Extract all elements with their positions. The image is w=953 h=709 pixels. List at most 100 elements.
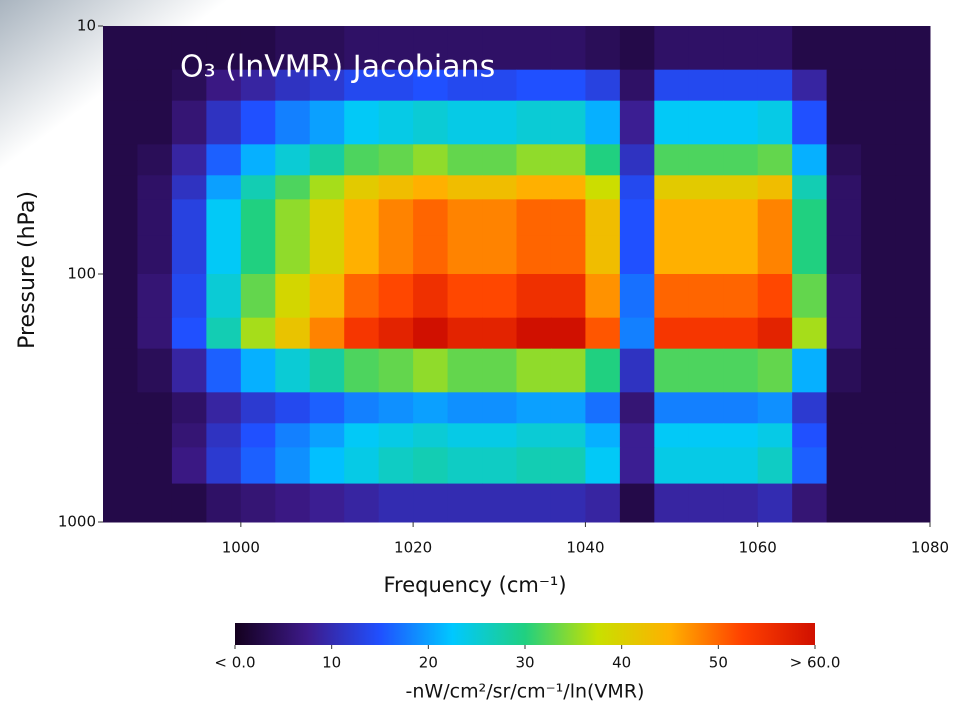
heatmap-cell — [654, 317, 690, 350]
heatmap-cell — [516, 26, 552, 71]
heatmap-cell — [723, 447, 759, 485]
heatmap-cell — [688, 175, 724, 200]
heatmap-cell — [619, 235, 655, 275]
heatmap-cell — [240, 69, 276, 102]
heatmap-cell — [482, 175, 517, 200]
heatmap-cell — [413, 483, 449, 523]
x-tick-label: 1060 — [739, 539, 777, 557]
heatmap-cell — [482, 483, 517, 523]
heatmap-cell — [516, 348, 552, 393]
heatmap-cell — [344, 348, 380, 393]
colorbar-label: -nW/cm²/sr/cm⁻¹/ln(VMR) — [406, 681, 645, 703]
x-tick-label: 1000 — [222, 539, 260, 557]
x-axis-label: Frequency (cm⁻¹) — [383, 573, 566, 597]
heatmap-cell — [309, 317, 345, 350]
heatmap-cell — [895, 392, 931, 424]
heatmap-cell — [688, 423, 724, 448]
heatmap-cell — [103, 423, 138, 448]
heatmap-cell — [861, 144, 897, 176]
heatmap-cell — [861, 392, 897, 424]
heatmap-cell — [757, 199, 793, 237]
heatmap-cell — [447, 423, 483, 448]
heatmap-cell — [757, 144, 793, 176]
heatmap-cell — [895, 348, 931, 393]
heatmap-cell — [482, 199, 517, 237]
heatmap-cell — [240, 483, 276, 523]
heatmap-cell — [585, 235, 621, 275]
heatmap-cell — [171, 100, 207, 145]
heatmap-cell — [309, 447, 345, 485]
heatmap-cell — [275, 235, 311, 275]
heatmap-cell — [550, 175, 586, 200]
heatmap-cell — [654, 423, 690, 448]
heatmap-cell — [378, 199, 414, 237]
heatmap-cell — [792, 447, 828, 485]
heatmap-cell — [137, 348, 173, 393]
heatmap-cell — [171, 26, 207, 71]
heatmap-cell — [103, 392, 138, 424]
heatmap-cell — [206, 423, 242, 448]
heatmap-cell — [240, 392, 276, 424]
heatmap-cell — [516, 199, 552, 237]
heatmap-cell — [792, 26, 828, 71]
heatmap-cell — [309, 423, 345, 448]
heatmap-cell — [378, 483, 414, 523]
heatmap-cell — [585, 348, 621, 393]
heatmap-cell — [309, 175, 345, 200]
heatmap-cell — [206, 317, 242, 350]
heatmap-cell — [516, 175, 552, 200]
heatmap-cell — [792, 348, 828, 393]
heatmap-cell — [206, 199, 242, 237]
heatmap-cell — [688, 199, 724, 237]
heatmap-cell — [137, 26, 173, 71]
heatmap-cell — [206, 235, 242, 275]
heatmap-cell — [654, 392, 690, 424]
heatmap-cell — [757, 274, 793, 319]
colorbar-tick-label: < 0.0 — [214, 654, 255, 672]
heatmap-cell — [309, 235, 345, 275]
heatmap-cell — [103, 235, 138, 275]
heatmap-cell — [103, 483, 138, 523]
heatmap-cell — [103, 175, 138, 200]
heatmap-cell — [585, 423, 621, 448]
heatmap-cell — [550, 26, 586, 71]
heatmap-cell — [826, 447, 862, 485]
heatmap-cell — [792, 69, 828, 102]
heatmap-cell — [723, 100, 759, 145]
heatmap-cell — [309, 392, 345, 424]
heatmap-cell — [516, 100, 552, 145]
heatmap-cell — [654, 447, 690, 485]
heatmap-cell — [447, 26, 483, 71]
heatmap-cell — [688, 317, 724, 350]
heatmap-cell — [240, 317, 276, 350]
heatmap-cell — [171, 392, 207, 424]
heatmap-cell — [137, 392, 173, 424]
heatmap-cell — [413, 392, 449, 424]
heatmap-cell — [482, 447, 517, 485]
heatmap-cell — [757, 392, 793, 424]
heatmap-cell — [378, 348, 414, 393]
heatmap-cell — [585, 199, 621, 237]
heatmap-cell — [171, 447, 207, 485]
heatmap-cell — [171, 69, 207, 102]
heatmap-cell — [309, 199, 345, 237]
heatmap-cell — [826, 144, 862, 176]
heatmap-cell — [413, 235, 449, 275]
heatmap-cell — [275, 392, 311, 424]
heatmap-cell — [550, 392, 586, 424]
heatmap-cell — [792, 199, 828, 237]
heatmap-cell — [688, 483, 724, 523]
heatmap-cell — [861, 274, 897, 319]
heatmap-cell — [619, 26, 655, 71]
heatmap-cell — [757, 69, 793, 102]
heatmap-cell — [723, 144, 759, 176]
heatmap-cell — [275, 100, 311, 145]
heatmap-cell — [171, 317, 207, 350]
heatmap-cell — [895, 483, 931, 523]
heatmap-cell — [378, 175, 414, 200]
colorbar — [235, 623, 815, 645]
heatmap-cell — [344, 235, 380, 275]
heatmap-cell — [206, 447, 242, 485]
heatmap-cell — [206, 100, 242, 145]
